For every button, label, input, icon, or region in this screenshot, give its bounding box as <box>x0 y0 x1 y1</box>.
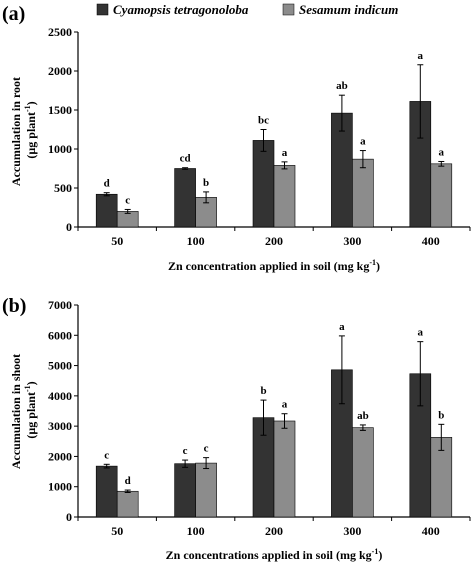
y-tick-label-b: 7000 <box>48 298 72 312</box>
legend-swatch-series2 <box>282 3 295 16</box>
significance-letter-b: c <box>204 443 209 455</box>
x-tick-label-b: 200 <box>265 524 283 538</box>
y-tick-label-a: 2500 <box>48 25 72 39</box>
significance-letter-b: b <box>438 409 444 421</box>
x-tick-label-a: 300 <box>343 234 361 248</box>
x-tick-label-b: 400 <box>422 524 440 538</box>
y-tick-label-a: 1500 <box>48 103 72 117</box>
significance-letter-a: a <box>418 50 424 62</box>
significance-letter-a: a <box>439 146 445 158</box>
y-tick-label-b: 6000 <box>48 328 72 342</box>
bar-a-s1-200 <box>252 140 275 228</box>
x-tick-label-b: 300 <box>343 524 361 538</box>
x-tick-label-a: 100 <box>187 234 205 248</box>
y-tick-label-a: 0 <box>66 220 72 234</box>
y-tick-label-b: 4000 <box>48 389 72 403</box>
significance-letter-b: a <box>339 321 345 333</box>
significance-letter-a: b <box>203 177 209 189</box>
bar-b-s2-100 <box>195 462 217 518</box>
legend-swatch-series1 <box>96 3 109 16</box>
y-axis-title-b-line1: Accumulation in shoot <box>9 354 23 469</box>
x-tick-label-b: 100 <box>187 524 205 538</box>
y-axis-title-a-line2: (µg plant-1) <box>23 101 38 158</box>
legend: Cyamopsis tetragonoloba Sesamum indicum <box>96 2 398 17</box>
significance-letter-b: c <box>104 449 109 461</box>
y-tick-label-a: 1000 <box>48 142 72 156</box>
bar-a-s2-300 <box>352 158 374 228</box>
y-tick-label-b: 3000 <box>48 419 72 433</box>
bar-b-s2-300 <box>352 427 374 518</box>
y-axis-title-a-line1: Accumulation in root <box>9 77 23 186</box>
bar-a-s1-50 <box>95 193 118 228</box>
x-axis-title-a: Zn concentration applied in soil (mg kg-… <box>168 258 380 273</box>
panel-label-a: (a) <box>2 3 25 25</box>
y-tick-label-a: 500 <box>54 181 72 195</box>
significance-letter-a: c <box>125 194 130 206</box>
x-tick-label-a: 200 <box>265 234 283 248</box>
significance-letter-a: ab <box>336 80 348 92</box>
significance-letter-b: b <box>260 385 266 397</box>
significance-letter-b: c <box>183 445 188 457</box>
x-tick-label-a: 50 <box>111 234 123 248</box>
y-axis-title-b: Accumulation in shoot (µg plant-1) <box>9 351 38 469</box>
x-axis-title-b: Zn concentrations applied in soil (mg kg… <box>166 547 383 562</box>
legend-label-series1: Cyamopsis tetragonoloba <box>113 2 249 17</box>
bar-a-s2-200 <box>273 165 296 228</box>
significance-letter-b: d <box>125 475 131 487</box>
significance-letter-b: a <box>282 399 288 411</box>
panel-label-b: (b) <box>2 295 26 317</box>
y-tick-label-b: 0 <box>66 510 72 524</box>
significance-letter-a: a <box>360 136 366 148</box>
bar-a-s1-100 <box>174 168 196 228</box>
significance-letter-a: bc <box>258 115 269 127</box>
chart-panel-b: (b) Accumulation in shoot (µg plant-1) Z… <box>2 295 471 562</box>
bar-b-s1-50 <box>95 465 118 518</box>
chart-panel-a: (a) Accumulation in root (µg plant-1) Zn… <box>2 3 471 273</box>
bar-b-s2-50 <box>116 490 139 518</box>
bar-a-s2-400 <box>430 163 453 228</box>
significance-letter-a: d <box>104 178 110 190</box>
legend-label-series2: Sesamum indicum <box>299 2 398 17</box>
bar-b-s1-100 <box>174 463 196 518</box>
y-tick-label-b: 1000 <box>48 480 72 494</box>
y-tick-label-a: 2000 <box>48 64 72 78</box>
significance-letter-b: ab <box>357 410 369 422</box>
significance-letter-b: a <box>418 327 424 339</box>
x-tick-label-b: 50 <box>111 524 123 538</box>
significance-letter-a: cd <box>180 153 191 165</box>
y-axis-title-b-line2: (µg plant-1) <box>23 381 38 438</box>
y-tick-label-b: 2000 <box>48 449 72 463</box>
x-tick-label-a: 400 <box>422 234 440 248</box>
bar-b-s2-200 <box>273 420 296 518</box>
y-tick-label-b: 5000 <box>48 359 72 373</box>
significance-letter-a: a <box>282 147 288 159</box>
y-axis-title-a: Accumulation in root (µg plant-1) <box>9 74 38 186</box>
